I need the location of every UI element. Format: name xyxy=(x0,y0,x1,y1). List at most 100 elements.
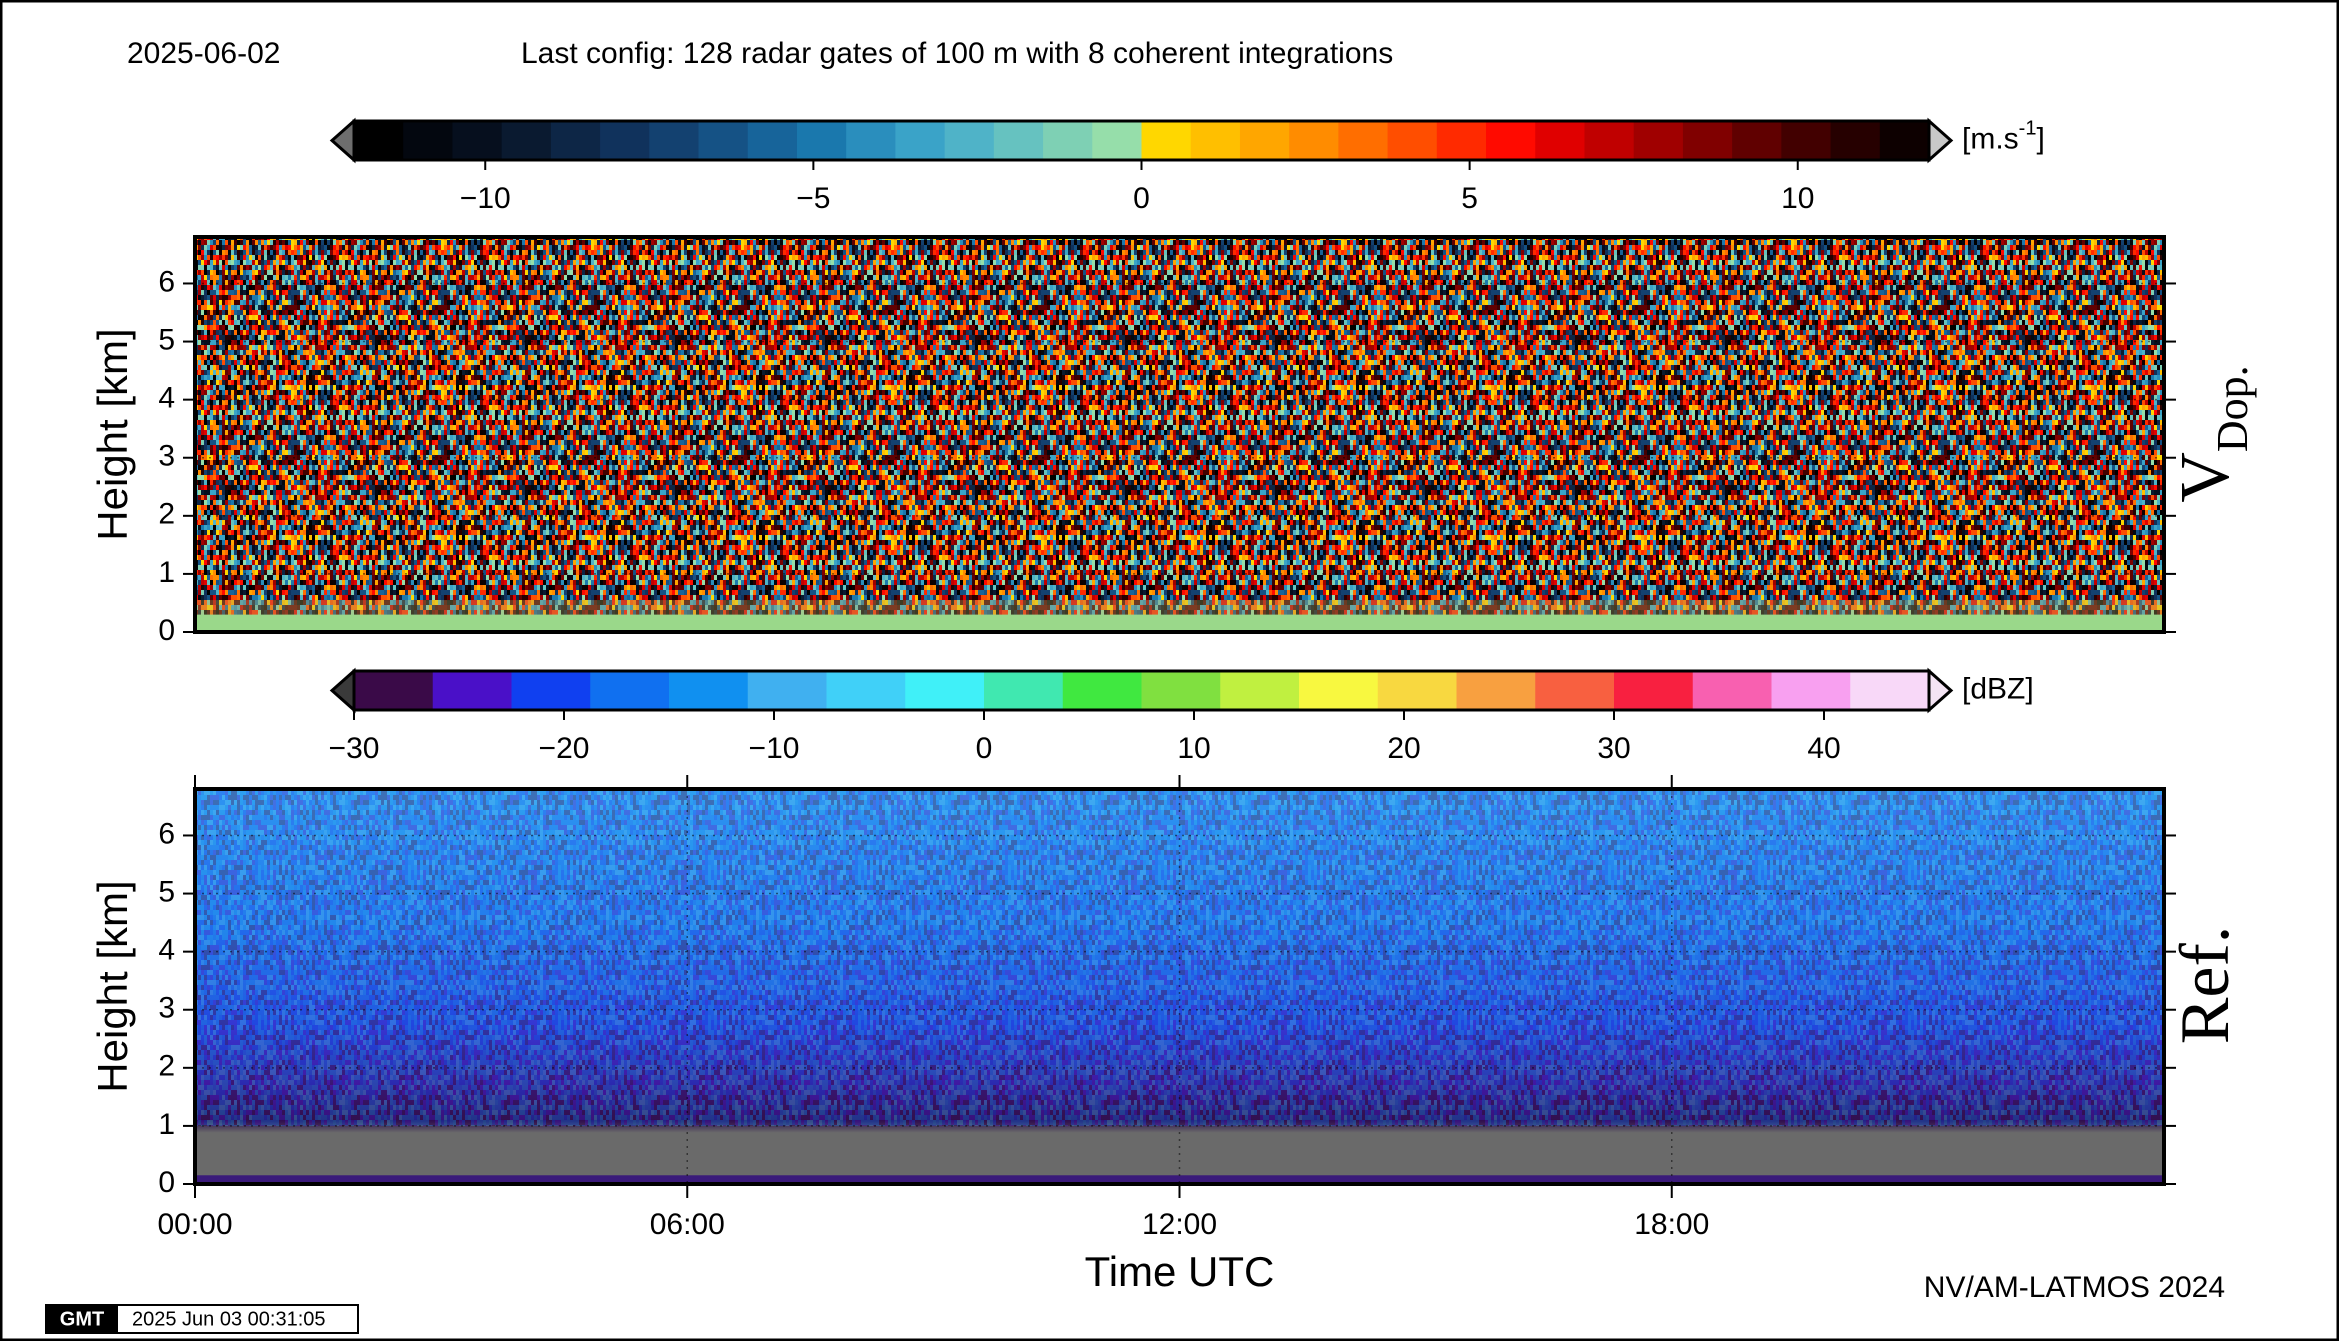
colorbar-swatch xyxy=(511,671,591,710)
colorbar-swatch xyxy=(1535,671,1615,710)
colorbar-tick-label: −10 xyxy=(460,182,511,215)
colorbar-extend xyxy=(329,117,356,164)
colorbar-swatch xyxy=(1692,671,1772,710)
colorbar-tick-label: 0 xyxy=(976,732,993,765)
colorbar-swatch xyxy=(403,121,453,160)
colorbar-swatch xyxy=(600,121,650,160)
colorbar-swatch xyxy=(1781,121,1832,160)
colorbar-swatch xyxy=(993,121,1044,160)
colorbar-swatch xyxy=(501,121,552,160)
side-label-main: Ref. xyxy=(2167,926,2244,1045)
colorbar-swatch xyxy=(1771,671,1851,710)
y-tick-label: 0 xyxy=(158,1166,175,1199)
unit-part: [dBZ] xyxy=(1962,672,2034,705)
colorbar-extend xyxy=(1927,667,1954,714)
colorbar-tick-label: 10 xyxy=(1177,732,1210,765)
side-label-main: V xyxy=(2167,452,2244,503)
colorbar-unit: [m.s-1] xyxy=(1962,118,2045,156)
y-tick-label: 0 xyxy=(158,614,175,647)
y-tick-label: 3 xyxy=(158,992,175,1025)
colorbar-swatch xyxy=(1220,671,1300,710)
colorbar-swatch xyxy=(698,121,749,160)
colorbar-swatch xyxy=(1830,121,1881,160)
y-tick-label: 3 xyxy=(158,440,175,473)
colorbar-tick-label: 0 xyxy=(1133,182,1150,215)
credit: NV/AM-LATMOS 2024 xyxy=(1924,1271,2225,1304)
colorbar-extend xyxy=(1927,117,1954,164)
colorbar-swatch xyxy=(1584,121,1635,160)
colorbar-swatch xyxy=(747,121,798,160)
heatmap-surface-layer xyxy=(195,1175,2164,1184)
y-tick-label: 2 xyxy=(158,1050,175,1083)
x-tick-label: 06:00 xyxy=(650,1208,725,1241)
unit-part: ] xyxy=(2036,122,2044,155)
colorbar-swatch xyxy=(550,121,601,160)
y-axis-label: Height [km] xyxy=(89,328,136,540)
y-tick-label: 2 xyxy=(158,498,175,531)
colorbar-tick-label: 40 xyxy=(1807,732,1840,765)
colorbar-swatch xyxy=(1486,121,1536,160)
colorbar-swatch xyxy=(1535,121,1585,160)
y-tick-label: 1 xyxy=(158,556,175,589)
colorbar-swatch xyxy=(1289,121,1339,160)
colorbar-swatch xyxy=(1190,121,1241,160)
colorbar-swatch xyxy=(1092,121,1142,160)
date: 2025-06-02 xyxy=(127,37,280,70)
heatmap-background xyxy=(195,237,2164,632)
colorbar-tick-label: −5 xyxy=(796,182,830,215)
heatmap-surface-layer xyxy=(195,600,2164,615)
colorbar-swatch xyxy=(1141,121,1192,160)
x-tick-label: 12:00 xyxy=(1142,1208,1217,1241)
y-tick-label: 5 xyxy=(158,323,175,356)
colorbar-extend xyxy=(329,667,356,714)
colorbar-tick-label: 20 xyxy=(1387,732,1420,765)
colorbar-swatch xyxy=(452,121,503,160)
side-label-sub: Dop. xyxy=(2208,365,2257,452)
colorbar-swatch xyxy=(354,671,434,710)
colorbar-swatch xyxy=(944,121,995,160)
y-axis-label: Height [km] xyxy=(89,880,136,1092)
colorbar-swatch xyxy=(1043,121,1093,160)
colorbar-tick-label: −20 xyxy=(539,732,590,765)
colorbar-frame xyxy=(352,669,1931,712)
colorbar-swatch xyxy=(1879,121,1930,160)
y-tick-label: 4 xyxy=(158,934,175,967)
unit-part: -1 xyxy=(2019,118,2037,140)
colorbar-swatch xyxy=(1338,121,1389,160)
logo: GMT xyxy=(60,1308,104,1330)
y-tick-label: 5 xyxy=(158,875,175,908)
logo-box xyxy=(46,1305,118,1333)
colorbar-swatch xyxy=(1732,121,1782,160)
colorbar-swatch xyxy=(1377,671,1457,710)
colorbar-tick-label: −10 xyxy=(749,732,800,765)
y-tick-label: 6 xyxy=(158,265,175,298)
colorbar-swatch xyxy=(905,671,985,710)
panel-frame xyxy=(193,235,2166,634)
side-label: VDop. xyxy=(2167,365,2257,502)
colorbar-swatch xyxy=(1387,121,1438,160)
colorbar-swatch xyxy=(1299,671,1379,710)
colorbar-swatch xyxy=(354,121,404,160)
colorbar-swatch xyxy=(846,121,896,160)
colorbar-tick-label: 10 xyxy=(1781,182,1814,215)
colorbar-swatch xyxy=(1682,121,1733,160)
colorbar-swatch xyxy=(432,671,512,710)
y-tick-label: 6 xyxy=(158,817,175,850)
colorbar-swatch xyxy=(590,671,670,710)
colorbar-swatch xyxy=(747,671,827,710)
colorbar-swatch xyxy=(1456,671,1536,710)
side-label: Ref. xyxy=(2167,926,2244,1045)
colorbar-swatch xyxy=(895,121,946,160)
colorbar-swatch xyxy=(826,671,906,710)
colorbar-swatch xyxy=(1850,671,1930,710)
y-tick-label: 1 xyxy=(158,1108,175,1141)
x-axis-label: Time UTC xyxy=(1085,1248,1275,1295)
colorbar-swatch xyxy=(1062,671,1142,710)
x-tick-label: 18:00 xyxy=(1634,1208,1709,1241)
config: Last config: 128 radar gates of 100 m wi… xyxy=(521,37,1393,70)
colorbar-swatch xyxy=(1614,671,1694,710)
colorbar-tick-label: 5 xyxy=(1461,182,1478,215)
colorbar-tick-label: 30 xyxy=(1597,732,1630,765)
colorbar-tick-label: −30 xyxy=(329,732,380,765)
